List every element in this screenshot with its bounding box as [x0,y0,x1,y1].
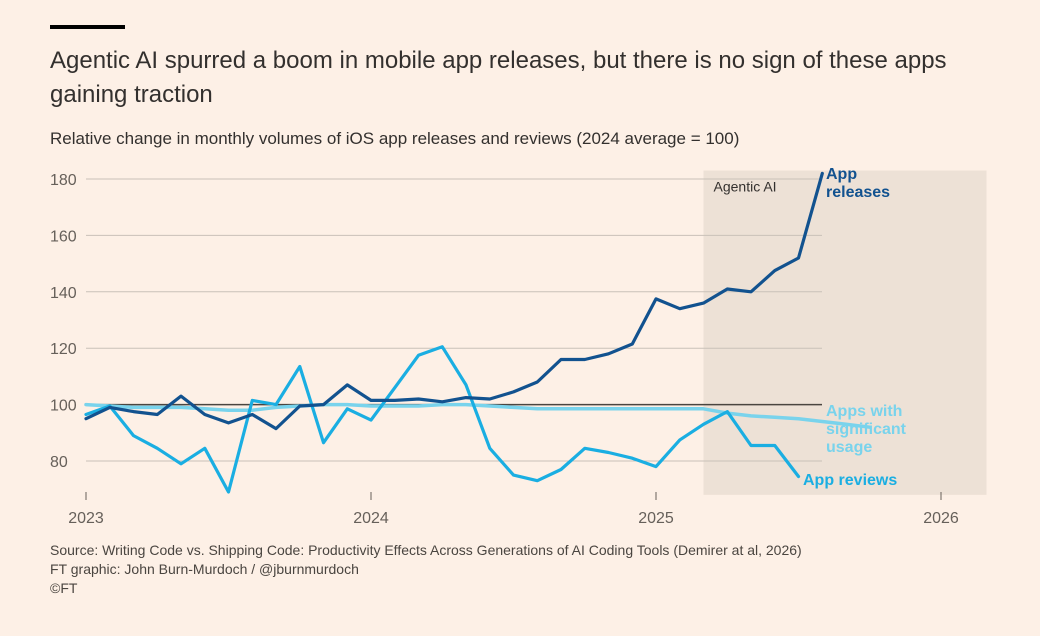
chart-footer: Source: Writing Code vs. Shipping Code: … [50,541,802,598]
series-label-line: App [826,166,857,183]
line-chart: Agentic AI 80 100 120 140 160 180 2023 2024 2025… [50,166,987,527]
series-label-line: App reviews [803,472,897,489]
series-line-app-reviews [84,345,801,494]
series-line-apps-with-significant-usage [84,402,872,429]
series-label-app-releases: App releases [826,166,890,201]
y-tick-label: 80 [50,454,68,471]
chart-subtitle: Relative change in monthly volumes of iO… [50,129,740,148]
agentic-ai-shaded-region [703,170,987,495]
y-tick-label: 160 [50,228,77,245]
source-note: Source: Writing Code vs. Shipping Code: … [50,542,802,558]
x-tick-label: 2024 [353,510,389,527]
credit-note: FT graphic: John Burn-Murdoch / @jburnmu… [50,561,359,577]
series-label-line: releases [826,184,890,201]
series-label-line: usage [826,439,872,456]
ft-top-rule [50,25,125,29]
series-label-app-reviews: App reviews [803,472,897,489]
series-label-line: significant [826,421,907,438]
x-tick-label: 2023 [68,510,104,527]
agentic-ai-label: Agentic AI [714,179,777,195]
series-line-app-releases [84,171,824,431]
y-tick-label: 140 [50,285,77,302]
copyright-note: ©FT [50,580,78,596]
chart-title: Agentic AI spurred a boom in mobile app … [50,47,947,108]
x-tick-label: 2026 [923,510,959,527]
x-tick-label: 2025 [638,510,674,527]
y-tick-label: 100 [50,398,77,415]
series-label-apps-with-significant-usage: Apps with significant usage [826,403,907,456]
series-label-line: Apps with [826,403,902,420]
y-tick-label: 120 [50,341,77,358]
y-tick-label: 180 [50,172,77,189]
